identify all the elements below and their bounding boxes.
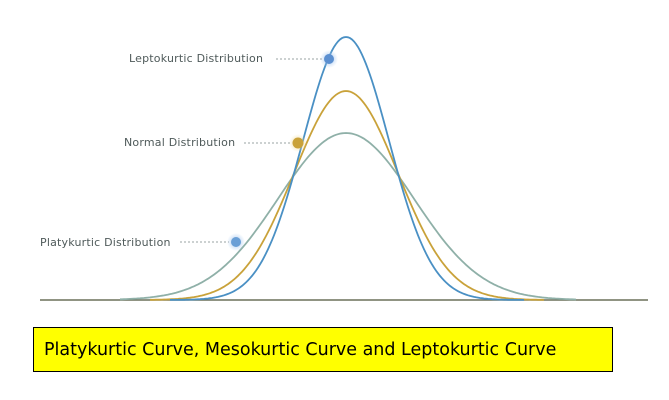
normal-label: Normal Distribution xyxy=(124,136,235,149)
leptokurtic-label: Leptokurtic Distribution xyxy=(129,52,263,65)
leptokurtic-curve xyxy=(170,36,524,301)
caption-box: Platykurtic Curve, Mesokurtic Curve and … xyxy=(33,327,613,372)
platykurtic-curve xyxy=(120,132,577,301)
platykurtic-marker xyxy=(227,233,245,251)
normal-marker xyxy=(289,134,307,152)
platykurtic-label: Platykurtic Distribution xyxy=(40,236,171,249)
leptokurtic-marker xyxy=(320,50,338,68)
normal-curve xyxy=(150,90,545,301)
kurtosis-diagram: Leptokurtic Distribution Normal Distribu… xyxy=(40,36,648,301)
caption-text: Platykurtic Curve, Mesokurtic Curve and … xyxy=(44,339,557,360)
